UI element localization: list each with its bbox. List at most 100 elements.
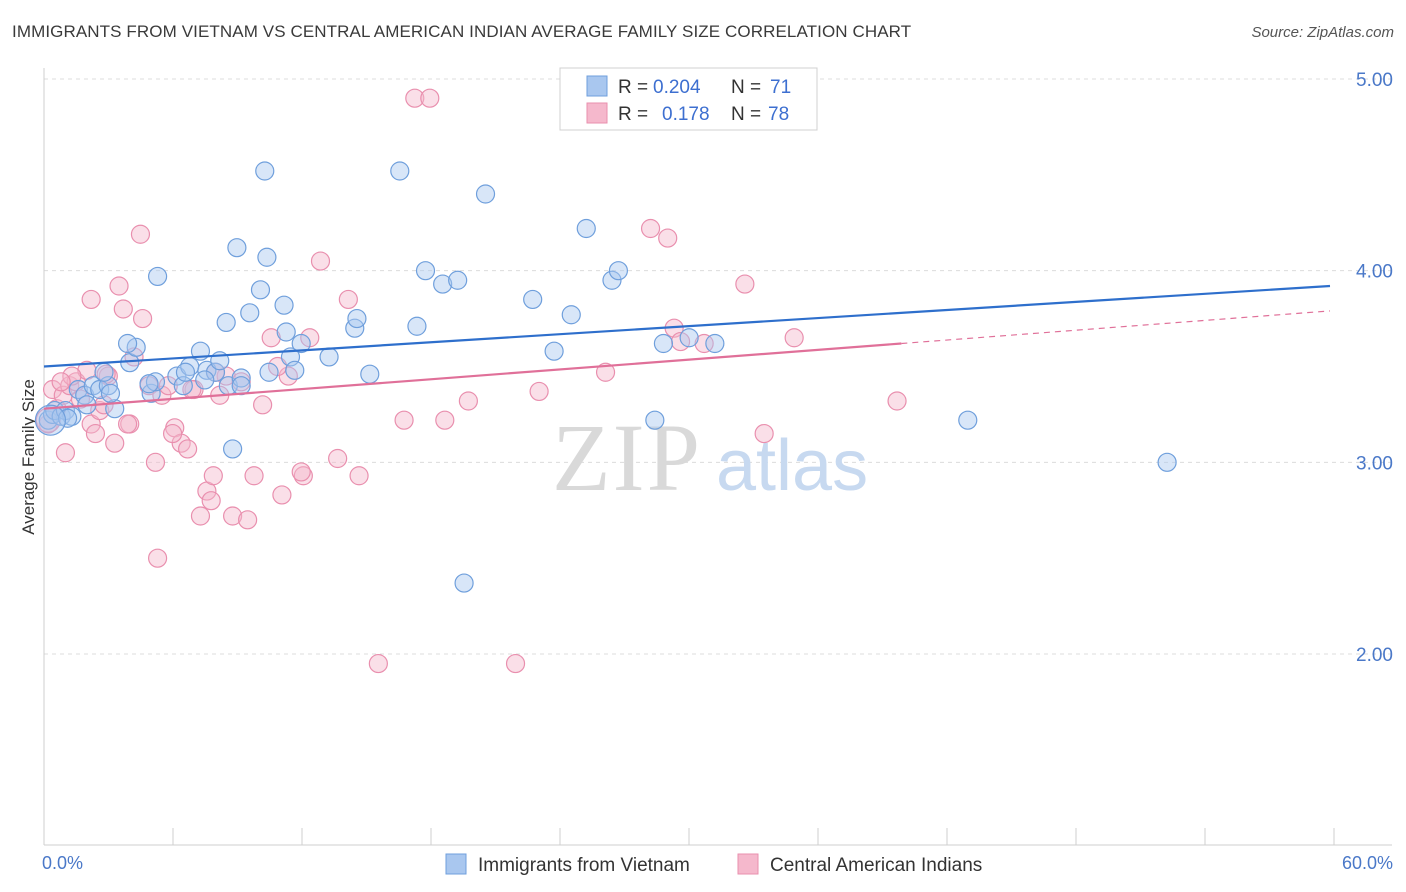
bottom-legend-swatch-vietnam [445, 853, 467, 875]
point-central-american-64 [81, 289, 101, 310]
point-central-american-13 [105, 433, 125, 453]
point-central-american-34 [244, 466, 264, 486]
trend-line-central-american [43, 342, 902, 410]
point-central-american-50 [458, 391, 478, 411]
y-tick-label-1: 3.00 [1356, 453, 1393, 474]
point-central-american-55 [658, 228, 678, 248]
x-tick-labels: 0.0% 60.0% [42, 853, 1393, 873]
legend-r-value-2: 0.178 [662, 104, 710, 125]
point-vietnam-37 [407, 316, 427, 336]
legend-n-label-1: N = [731, 77, 761, 98]
point-vietnam-65 [57, 408, 78, 428]
point-vietnam-55 [276, 322, 296, 342]
point-vietnam-39 [433, 274, 453, 294]
point-central-american-25 [178, 439, 198, 459]
point-central-american-68 [147, 548, 168, 568]
point-central-american-74 [291, 462, 311, 482]
point-vietnam-63 [175, 362, 196, 382]
point-central-american-27 [190, 506, 211, 526]
point-central-american-69 [117, 414, 138, 434]
legend-r-label-1: R = [618, 77, 648, 98]
point-central-american-32 [223, 506, 243, 526]
axes [43, 68, 1392, 846]
series-legend: Immigrants from Vietnam Central American… [445, 853, 982, 876]
y-tick-label-2: 4.00 [1356, 262, 1393, 283]
point-vietnam-35 [347, 308, 367, 329]
grid-lines [43, 78, 1392, 845]
point-central-american-46 [394, 410, 414, 430]
point-vietnam-33 [319, 347, 339, 367]
point-vietnam-53 [227, 238, 247, 258]
point-vietnam-15 [94, 362, 114, 382]
point-vietnam-41 [475, 184, 496, 204]
trend-lines [43, 284, 1331, 410]
trend-line-central-american-extension [901, 310, 1331, 345]
point-central-american-44 [349, 466, 369, 486]
legend-swatch-central-american [586, 102, 608, 124]
point-vietnam-47 [608, 261, 629, 281]
point-vietnam-46 [602, 270, 622, 290]
point-vietnam-50 [705, 333, 725, 354]
point-vietnam-cluster [34, 404, 67, 436]
point-central-american-60 [754, 423, 774, 444]
legend-n-value-1: 71 [770, 77, 791, 98]
point-vietnam-56 [255, 161, 275, 181]
point-vietnam-49 [679, 328, 699, 348]
y-tick-labels: 2.00 3.00 4.00 5.00 [1356, 70, 1393, 666]
point-vietnam-59 [958, 410, 978, 430]
point-vietnam-34 [345, 318, 365, 338]
point-vietnam-42 [523, 289, 543, 310]
source-label: Source: ZipAtlas.com [1251, 24, 1394, 41]
point-central-american-20 [145, 452, 166, 472]
point-central-american-49 [435, 410, 455, 430]
point-vietnam-26 [231, 368, 251, 388]
point-central-american-54 [640, 218, 661, 239]
watermark-atlas: atlas [716, 426, 868, 506]
point-vietnam-36 [360, 364, 380, 384]
point-vietnam-16 [141, 383, 161, 403]
point-vietnam-30 [274, 295, 294, 315]
point-central-american-43 [338, 289, 358, 310]
correlation-legend: R = 0.204 N = 71 R = 0.178 N = 78 [559, 67, 818, 131]
point-vietnam-61 [454, 573, 474, 593]
y-axis-label: Average Family Size [19, 379, 38, 535]
point-vietnam-67 [195, 370, 215, 390]
point-vietnam-62 [223, 439, 243, 459]
point-vietnam-40 [448, 270, 468, 290]
point-vietnam-45 [576, 218, 596, 239]
y-tick-label-0: 2.00 [1356, 645, 1393, 666]
point-central-american-8 [81, 414, 101, 434]
point-vietnam-64 [139, 374, 159, 394]
point-central-american-14 [109, 276, 129, 296]
point-central-american-18 [132, 308, 153, 329]
point-central-american-48 [420, 88, 440, 108]
point-vietnam-14 [117, 333, 138, 354]
point-central-american-37 [272, 485, 292, 505]
legend-r-label-2: R = [618, 104, 648, 125]
point-central-american-67 [238, 510, 258, 530]
point-central-american-35 [253, 395, 273, 415]
series-immigrants-from-vietnam [34, 161, 1177, 593]
point-central-american-41 [310, 251, 331, 271]
point-vietnam-23 [205, 362, 226, 382]
point-vietnam-52 [216, 312, 236, 333]
bottom-legend-label-central-american: Central American Indians [770, 855, 982, 876]
trend-line-vietnam [43, 284, 1331, 368]
point-central-american-62 [887, 391, 907, 411]
point-central-american-65 [55, 443, 76, 463]
x-tick-label-1: 60.0% [1342, 853, 1393, 873]
y-tick-label-3: 5.00 [1356, 70, 1393, 91]
point-central-american-29 [203, 466, 223, 486]
legend-n-label-2: N = [731, 104, 761, 125]
point-vietnam-57 [390, 161, 410, 181]
watermark: ZIP atlas [552, 404, 868, 511]
point-central-american-47 [405, 88, 425, 108]
bottom-legend-label-vietnam: Immigrants from Vietnam [478, 855, 690, 876]
point-central-american-52 [529, 381, 549, 402]
point-vietnam-70 [231, 376, 251, 396]
point-vietnam-68 [291, 333, 311, 354]
point-central-american-63 [130, 224, 151, 244]
point-central-american-72 [51, 372, 71, 392]
point-vietnam-29 [259, 362, 279, 382]
